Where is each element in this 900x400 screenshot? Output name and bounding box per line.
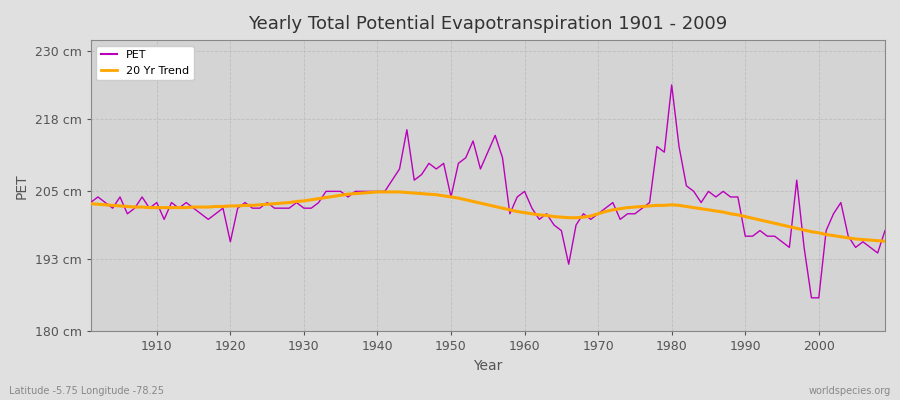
Text: Latitude -5.75 Longitude -78.25: Latitude -5.75 Longitude -78.25 [9,386,164,396]
X-axis label: Year: Year [473,359,502,373]
Y-axis label: PET: PET [15,173,29,198]
Legend: PET, 20 Yr Trend: PET, 20 Yr Trend [96,46,194,80]
Title: Yearly Total Potential Evapotranspiration 1901 - 2009: Yearly Total Potential Evapotranspiratio… [248,15,727,33]
Text: worldspecies.org: worldspecies.org [809,386,891,396]
